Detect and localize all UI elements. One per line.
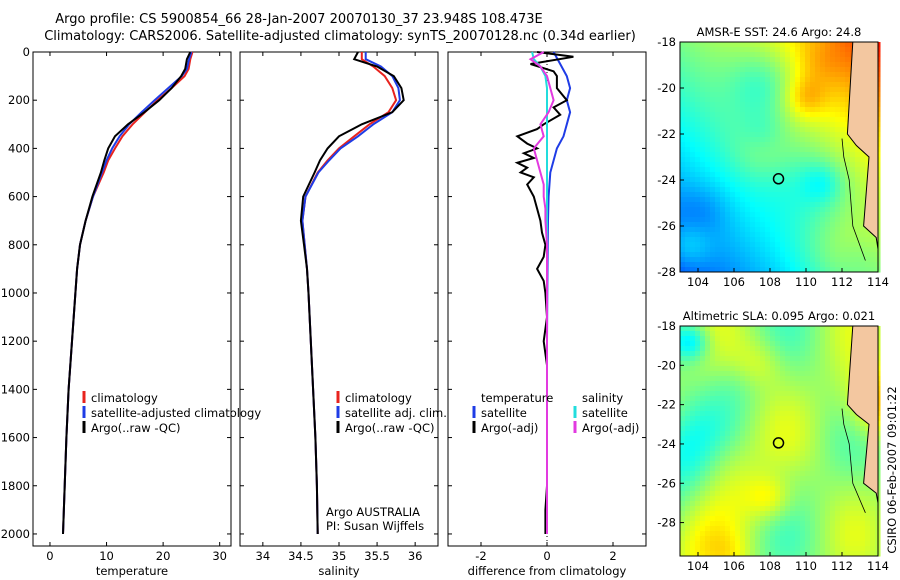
sla-map-ytick-label: -28 [657, 516, 676, 530]
sst-map-float-marker [772, 173, 785, 185]
sla-map-xtick-label: 110 [795, 559, 817, 573]
difference-xtick-label: 2 [609, 549, 616, 563]
sst-map-ytick-label: -22 [657, 127, 676, 141]
sst-map-xtick-label: 114 [867, 275, 889, 289]
salinity-legend-label: climatology [345, 391, 412, 405]
sla-map-field [680, 326, 881, 557]
sst-map-ytick-label: -26 [657, 219, 676, 233]
sla-map-xtick-label: 106 [723, 559, 745, 573]
sla-map-ytick-label: -18 [657, 319, 676, 333]
salinity-annotation-0: Argo AUSTRALIA [326, 505, 420, 519]
sst-map-xtick-label: 112 [831, 275, 853, 289]
difference-temp-legend-label: Argo(-adj) [481, 421, 538, 435]
depth-tick-label: 600 [8, 190, 30, 204]
sla-map-float-marker [772, 437, 785, 449]
salinity-xtick-label: 34.5 [288, 549, 314, 563]
salinity-xtick-label: 36 [408, 549, 423, 563]
difference-temp-legend-label: satellite [481, 406, 527, 420]
difference-xtick-label: -2 [475, 549, 486, 563]
depth-tick-label: 1000 [1, 286, 30, 300]
salinity-xlabel: salinity [318, 564, 359, 578]
sst-map-ytick-label: -18 [657, 35, 676, 49]
sla-map-ytick-label: -22 [657, 398, 676, 412]
depth-tick-label: 400 [8, 141, 30, 155]
sst-map-frame [679, 41, 879, 273]
temperature-series-argo-raw-qc- [62, 51, 192, 535]
sst-map-ytick-label: -20 [657, 81, 676, 95]
salinity-xtick-label: 35 [332, 549, 347, 563]
difference-temp-legend-label: temperature [481, 391, 553, 405]
salinity-series-argo-raw-qc- [299, 51, 405, 535]
figure-title-line1: Argo profile: CS 5900854_66 28-Jan-2007 … [55, 12, 543, 27]
salinity-xtick-label: 35.5 [364, 549, 390, 563]
sst-map-title: AMSR-E SST: 24.6 Argo: 24.8 [697, 25, 862, 39]
depth-tick-label: 0 [23, 45, 30, 59]
temperature-xlabel: temperature [96, 564, 168, 578]
sst-map-xtick-label: 110 [795, 275, 817, 289]
sla-map-ytick-label: -24 [657, 437, 676, 451]
sst-map-isobath [841, 138, 866, 261]
sla-map-xtick-label: 114 [867, 559, 889, 573]
depth-tick-label: 1800 [1, 479, 30, 493]
difference-series-salinity-argo-adj- [528, 51, 555, 534]
sst-map-xtick-label: 108 [759, 275, 781, 289]
temperature-legend-label: Argo(..raw -QC) [91, 421, 181, 435]
depth-tick-label: 1200 [1, 334, 30, 348]
depth-tick-label: 200 [8, 93, 30, 107]
sla-map-xtick-label: 108 [759, 559, 781, 573]
temperature-legend-label: satellite-adjusted climatology [91, 406, 261, 420]
depth-tick-label: 1400 [1, 382, 30, 396]
difference-xtick-label: 0 [543, 549, 550, 563]
difference-sal-legend-label: salinity [582, 391, 623, 405]
sla-map-xtick-label: 112 [831, 559, 853, 573]
temperature-legend-label: climatology [91, 391, 158, 405]
difference-sal-legend-label: satellite [582, 406, 628, 420]
difference-sal-legend-label: Argo(-adj) [582, 421, 639, 435]
temperature-xtick-label: 0 [46, 549, 53, 563]
difference-series-temperature-argo-adj- [514, 51, 574, 534]
depth-tick-label: 2000 [1, 527, 30, 541]
temperature-xtick-label: 30 [212, 549, 227, 563]
depth-tick-label: 1600 [1, 431, 30, 445]
sla-map-xtick-label: 104 [687, 559, 709, 573]
figure-title-line2: Climatology: CARS2006. Satellite-adjuste… [44, 29, 636, 44]
sst-map-xtick-label: 106 [723, 275, 745, 289]
salinity-xtick-label: 34 [256, 549, 271, 563]
temperature-xtick-label: 10 [99, 549, 114, 563]
salinity-axes-frame [239, 51, 439, 547]
sst-map-xtick-label: 104 [687, 275, 709, 289]
sst-map-ytick-label: -28 [657, 265, 676, 279]
sla-map-ytick-label: -26 [657, 476, 676, 490]
sst-map-ytick-label: -24 [657, 173, 676, 187]
difference-xlabel: difference from climatology [468, 564, 627, 578]
depth-tick-label: 800 [8, 238, 30, 252]
sla-map-title: Altimetric SLA: 0.095 Argo: 0.021 [683, 309, 875, 323]
salinity-legend-label: satellite adj. clim. [345, 406, 447, 420]
salinity-annotation-1: PI: Susan Wijffels [326, 519, 424, 533]
salinity-legend-label: Argo(..raw -QC) [345, 421, 435, 435]
sla-map-isobath [841, 408, 866, 513]
sla-map-ytick-label: -20 [657, 358, 676, 372]
sla-map-frame [679, 325, 879, 557]
temperature-xtick-label: 20 [156, 549, 171, 563]
